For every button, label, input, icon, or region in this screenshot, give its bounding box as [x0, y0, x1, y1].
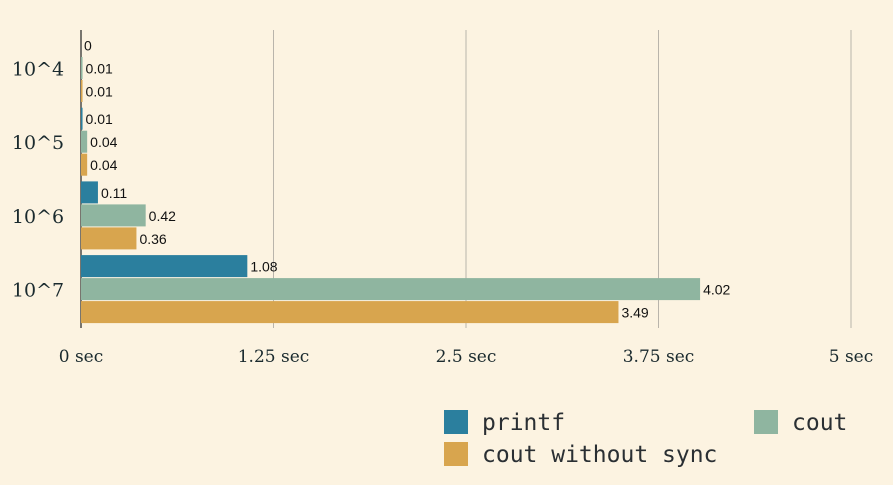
- x-tick-label: 3.75 sec: [623, 347, 695, 367]
- bar-cout-without-sync-10^4: [81, 80, 83, 102]
- bar-cout-10^4: [81, 57, 83, 79]
- value-label: 3.49: [621, 305, 648, 321]
- value-label: 0.11: [101, 185, 127, 201]
- bar-printf-10^7: [81, 255, 248, 278]
- bar-printf-10^6: [81, 181, 98, 204]
- category-label: 10^6: [12, 206, 64, 228]
- category-label: 10^7: [12, 280, 64, 302]
- x-tick-label: 5 sec: [829, 347, 874, 367]
- value-label: 0.04: [90, 134, 117, 150]
- category-labels: 10^4 10^5 10^6 10^7: [12, 59, 64, 302]
- bar-cout-without-sync-10^5: [81, 153, 88, 176]
- legend-swatch-cout-without-sync: [444, 442, 468, 466]
- value-label: 0.01: [86, 61, 113, 77]
- x-tick-label: 0 sec: [59, 347, 104, 367]
- value-label: 0.42: [149, 208, 176, 224]
- value-label: 4.02: [703, 282, 730, 298]
- legend-swatch-cout: [754, 410, 778, 434]
- value-label: 0.01: [86, 111, 113, 127]
- value-label: 0: [84, 38, 92, 54]
- bar-cout-10^5: [81, 130, 88, 153]
- x-axis-ticks: 0 sec 1.25 sec 2.5 sec 3.75 sec 5 sec: [59, 347, 874, 367]
- bar-cout-without-sync-10^6: [81, 227, 137, 250]
- bar-cout-10^7: [81, 278, 701, 301]
- value-label: 0.04: [90, 157, 117, 173]
- legend-label: printf: [482, 410, 565, 436]
- value-label: 1.08: [250, 259, 277, 275]
- x-tick-label: 2.5 sec: [436, 347, 497, 367]
- legend-label: cout: [792, 410, 847, 436]
- legend-label: cout without sync: [482, 442, 717, 468]
- bar-cout-without-sync-10^7: [81, 301, 619, 324]
- bar-cout-10^6: [81, 204, 146, 227]
- value-label: 0.36: [139, 231, 166, 247]
- legend: printf cout cout without sync: [444, 410, 847, 468]
- x-tick-label: 1.25 sec: [238, 347, 310, 367]
- value-label: 0.01: [86, 84, 113, 100]
- bars: [81, 57, 701, 324]
- value-labels: 0 0.01 0.01 0.01 0.04 0.04 0.11 0.42 0.36 1.08 4.0…: [84, 38, 731, 321]
- category-label: 10^4: [12, 59, 64, 81]
- bar-printf-10^5: [81, 107, 83, 130]
- legend-swatch-printf: [444, 410, 468, 434]
- category-label: 10^5: [12, 132, 64, 154]
